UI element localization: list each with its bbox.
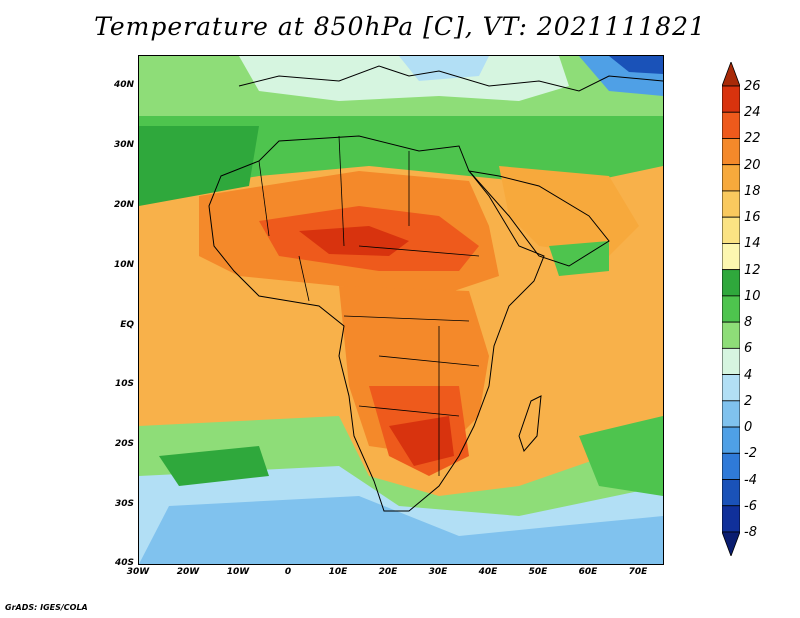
kalahari-hottest <box>389 416 454 466</box>
colorbar-label: -6 <box>744 498 757 514</box>
colorbar-label: 2 <box>744 393 753 409</box>
mediterranean-cool <box>239 56 569 101</box>
colorbar-cell <box>722 452 740 480</box>
colorbar-cell <box>722 243 740 271</box>
lat-label-40n: 40N <box>113 80 134 90</box>
atlantic-south-green <box>159 446 269 486</box>
colorbar-cell <box>722 505 740 533</box>
colorbar-label: 26 <box>744 79 761 94</box>
arabia-warm <box>499 166 639 256</box>
lon-label-0: 0 <box>284 567 292 577</box>
lat-label-eq: EQ <box>120 320 134 330</box>
colorbar-label: 18 <box>744 183 761 199</box>
colorbar-label: 22 <box>744 131 761 147</box>
colorbar-cell <box>722 269 740 297</box>
lat-label-20s: 20S <box>114 439 134 449</box>
far-north-cold <box>609 56 663 74</box>
map-title: Temperature at 850hPa [C], VT: 202111182… <box>94 12 706 41</box>
africa-outline <box>208 135 545 512</box>
lon-label-10e: 10E <box>328 567 348 577</box>
colorbar-top-arrow <box>722 62 740 87</box>
country-borders <box>258 135 480 476</box>
balkan-cool <box>399 56 489 81</box>
colorbar-cell <box>722 400 740 428</box>
lat-label-10s: 10S <box>114 379 134 389</box>
colorbar-cell <box>722 164 740 192</box>
colorbar-cell <box>722 295 740 323</box>
colorbar-cell <box>722 111 740 139</box>
colorbar-cell <box>722 85 740 113</box>
madagascar-outline <box>518 395 542 452</box>
colorbar-cell <box>722 479 740 507</box>
lon-label-30w: 30W <box>126 567 150 577</box>
colorbar-cell <box>722 321 740 349</box>
indian-ocean-green <box>579 416 663 496</box>
colorbar-label: 14 <box>744 236 761 252</box>
lon-label-70e: 70E <box>628 567 648 577</box>
lat-label-30n: 30N <box>113 140 134 150</box>
colorbar-cell <box>722 347 740 375</box>
arabia-outline <box>467 170 610 267</box>
colorbar-label: -2 <box>744 446 757 462</box>
colorbar-label: 16 <box>744 210 761 226</box>
lon-label-20w: 20W <box>176 567 200 577</box>
lon-label-30e: 30E <box>428 567 448 577</box>
lon-label-10w: 10W <box>226 567 250 577</box>
lat-label-10n: 10N <box>113 260 134 270</box>
lat-label-30s: 30S <box>114 499 134 509</box>
colorbar-label: 6 <box>744 341 753 357</box>
colorbar-label: 8 <box>744 315 753 331</box>
lat-label-20n: 20N <box>113 200 134 210</box>
temperature-map <box>138 55 664 565</box>
colorbar-label: 10 <box>744 288 761 304</box>
atlantic-green <box>139 126 259 206</box>
colorbar-label: 12 <box>744 262 761 278</box>
lon-label-40e: 40E <box>478 567 498 577</box>
lat-label-40s: 40S <box>114 558 134 568</box>
colorbar-label: 24 <box>744 105 761 121</box>
colorbar-cell <box>722 374 740 402</box>
lon-label-20e: 20E <box>378 567 398 577</box>
temperature-field <box>139 56 663 564</box>
colorbar-cell <box>722 190 740 218</box>
colorbar-label: 0 <box>744 420 753 436</box>
sahel-hottest <box>299 226 409 256</box>
colorbar-cell <box>722 138 740 166</box>
colorbar-label: 4 <box>744 367 753 383</box>
europe-coast <box>238 65 663 92</box>
colorbar-bottom-arrow <box>722 531 740 556</box>
colorbar-label: -8 <box>744 525 757 540</box>
colorbar-label: 20 <box>744 157 761 173</box>
colorbar-cell <box>722 426 740 454</box>
south-ocean-cold <box>139 496 663 564</box>
lon-label-50e: 50E <box>528 567 548 577</box>
colorbar-cell <box>722 216 740 244</box>
oman-green <box>549 241 609 276</box>
software-credit: GrADS: IGES/COLA <box>5 603 88 612</box>
colorbar <box>722 62 740 556</box>
colorbar-label: -4 <box>744 472 757 488</box>
lon-label-60e: 60E <box>578 567 598 577</box>
